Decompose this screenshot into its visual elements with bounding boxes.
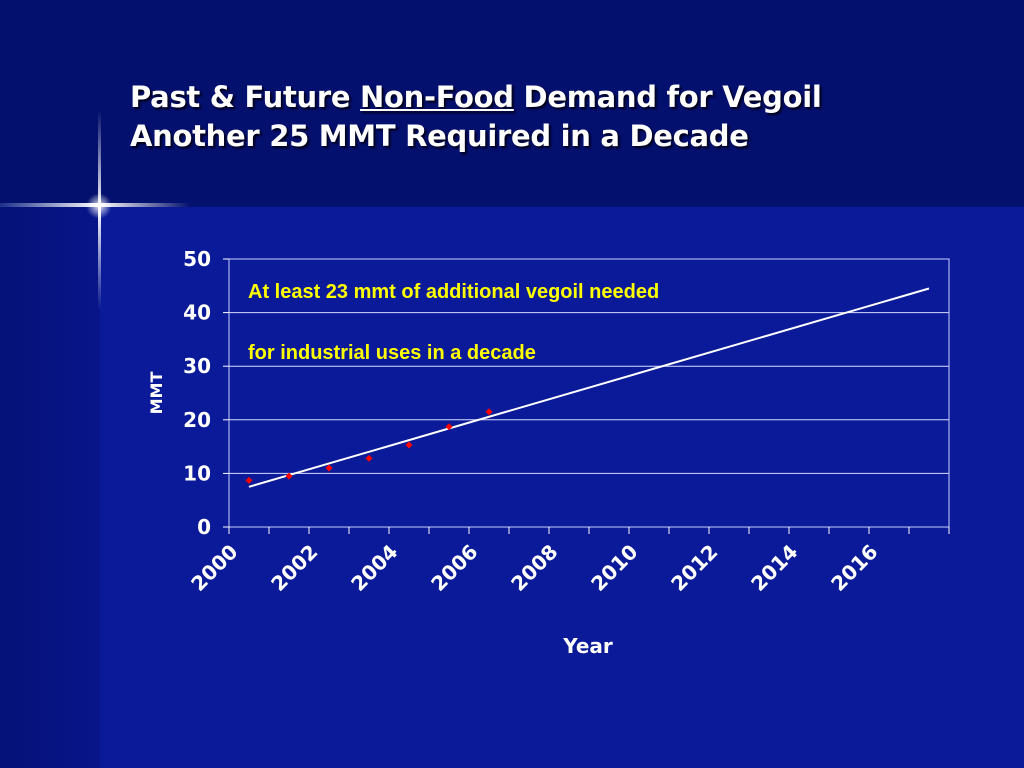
data-point xyxy=(245,476,253,484)
y-tick-label: 10 xyxy=(183,461,211,485)
x-tick-label: 2016 xyxy=(826,540,882,596)
x-tick-label: 2012 xyxy=(666,540,722,596)
title-underlined: Non-Food xyxy=(360,80,514,114)
data-point xyxy=(405,441,413,449)
x-tick-label: 2008 xyxy=(506,540,562,596)
data-point xyxy=(285,472,293,480)
title-prefix: Past & Future xyxy=(130,80,361,114)
y-tick-labels: 0 10 20 30 40 50 xyxy=(183,247,211,539)
x-tick-label: 2002 xyxy=(266,540,322,596)
x-axis-label: Year xyxy=(562,634,613,658)
data-point xyxy=(325,464,333,472)
y-axis-label: MMT xyxy=(147,372,166,415)
data-point xyxy=(485,408,493,416)
y-tick-label: 20 xyxy=(183,408,211,432)
chart-grid xyxy=(229,312,949,474)
x-tick-label: 2010 xyxy=(586,540,642,596)
x-tick-labels: 2000 2002 2004 2006 2008 2010 2012 2014 2016 xyxy=(186,540,882,596)
data-point xyxy=(445,423,453,431)
y-tick-label: 0 xyxy=(197,515,211,539)
star-sparkle-glow xyxy=(86,193,112,219)
title-line-2: Another 25 MMT Required in a Decade xyxy=(130,119,749,153)
title-band xyxy=(0,0,1024,207)
x-tick-label: 2006 xyxy=(426,540,482,596)
y-tick-label: 40 xyxy=(183,301,211,325)
y-tick-label: 30 xyxy=(183,354,211,378)
title-line-1: Past & Future Non-Food Demand for Vegoil xyxy=(130,78,822,117)
trendline xyxy=(248,287,930,488)
annotation-line-1: At least 23 mmt of additional vegoil nee… xyxy=(248,281,659,303)
chart-marks xyxy=(245,287,930,488)
x-tick-label: 2000 xyxy=(186,540,242,596)
x-tick-label: 2004 xyxy=(346,540,402,596)
title-suffix: Demand for Vegoil xyxy=(513,80,822,114)
annotation-line-2: for industrial uses in a decade xyxy=(248,342,536,364)
chart-axes xyxy=(223,258,950,534)
x-tick-label: 2014 xyxy=(746,540,802,596)
left-accent-band xyxy=(0,207,100,768)
y-tick-label: 50 xyxy=(183,247,211,271)
data-point xyxy=(365,454,373,462)
slide-title: Past & Future Non-Food Demand for Vegoil… xyxy=(130,78,822,156)
